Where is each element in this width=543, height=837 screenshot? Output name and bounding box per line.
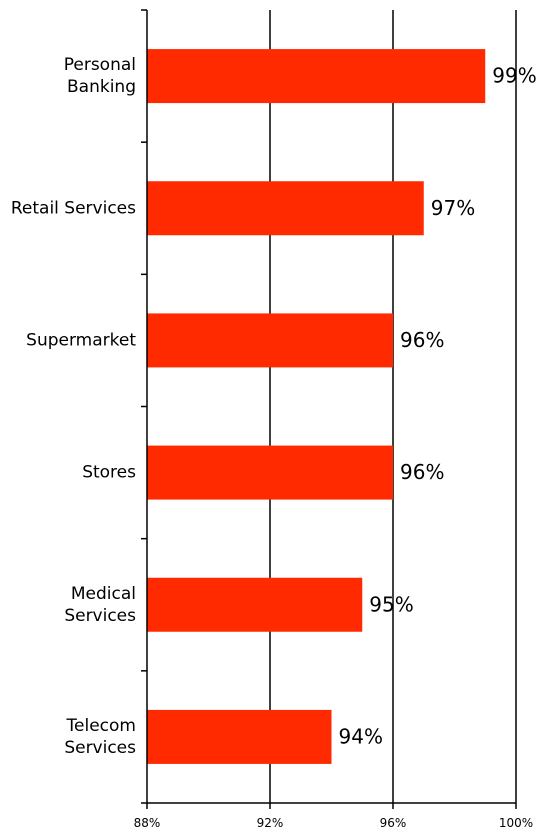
category-label-line: Services	[64, 738, 136, 758]
category-label: Stores	[82, 463, 136, 483]
bar	[147, 577, 363, 632]
value-label: 95%	[369, 592, 413, 616]
x-tick-label: 88%	[134, 816, 161, 830]
category-label: Supermarket	[26, 330, 136, 350]
x-tick-label: 92%	[257, 816, 284, 830]
value-label: 96%	[400, 328, 444, 352]
category-label-line: Personal	[64, 55, 136, 75]
category-label-line: Retail Services	[11, 198, 136, 218]
category-label-line: Supermarket	[26, 330, 136, 350]
bar	[147, 181, 424, 236]
value-label: 94%	[339, 724, 383, 748]
value-label: 99%	[492, 64, 536, 88]
category-label-line: Stores	[82, 463, 136, 483]
bars	[147, 49, 486, 764]
bar	[147, 49, 486, 104]
bar	[147, 709, 332, 764]
bar	[147, 313, 393, 368]
value-label: 96%	[400, 460, 444, 484]
category-label-line: Telecom	[66, 716, 136, 736]
bar	[147, 445, 393, 500]
value-label: 97%	[431, 196, 475, 220]
x-tick-label: 100%	[499, 816, 533, 830]
category-label: Medical Services	[64, 584, 136, 626]
labels: 99% 97% 96% 96% 95% 94% 88% 92% 96% 100% Personal B…	[11, 55, 537, 830]
x-tick-label: 96%	[380, 816, 407, 830]
category-label: Retail Services	[11, 198, 136, 218]
gridlines	[269, 10, 517, 803]
category-label: Telecom Services	[64, 716, 136, 758]
category-label-line: Medical	[71, 584, 136, 604]
category-label-line: Services	[64, 606, 136, 626]
category-label-line: Banking	[67, 77, 136, 97]
category-label: Personal Banking	[64, 55, 136, 97]
axes	[141, 9, 517, 809]
